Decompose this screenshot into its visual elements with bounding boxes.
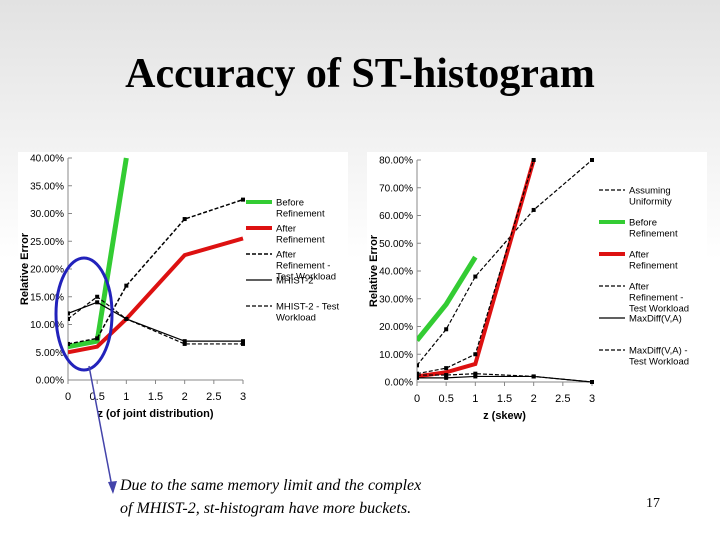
series-point xyxy=(417,375,419,380)
x-tick-label: 1.5 xyxy=(497,393,512,405)
series-point xyxy=(473,274,478,279)
x-tick-label: 1.5 xyxy=(148,391,163,403)
series-point xyxy=(590,158,594,162)
y-tick-label: 15.00% xyxy=(30,292,64,303)
slide-caption: Due to the same memory limit and the com… xyxy=(120,474,540,520)
series-point xyxy=(473,374,478,379)
series-point xyxy=(68,341,70,346)
legend-label-mhist-2-test-workload: MHIST-2 - Test Workload xyxy=(276,302,340,324)
chart-skew: 0.00% 10.00% 20.00% 30.00% 40.00% 50.00% 60.00… xyxy=(368,156,689,423)
series-line-after-refinement-test-workload xyxy=(68,198,244,345)
chart-panel-right: 0.00% 10.00% 20.00% 30.00% 40.00% 50.00% 60.00… xyxy=(367,152,707,424)
caption-line-2: of MHIST-2, st-histogram have more bucke… xyxy=(120,500,412,517)
annotation-arrow-head xyxy=(108,481,117,494)
series-point xyxy=(444,327,449,332)
series-point xyxy=(531,374,536,379)
legend-label-assuming-uniformity: Assuming Uniformity xyxy=(629,186,672,208)
series-point xyxy=(417,363,419,368)
legend-label-after-refinement: After Refinement xyxy=(276,224,325,246)
x-tick-label: 2.5 xyxy=(555,393,570,405)
chart-panel-left: 0.00% 5.00% 10.00% 15.00% 20.00% 25.00% 30.00%… xyxy=(18,152,348,430)
y-tick-label: 0.00% xyxy=(36,376,64,387)
series-line-after-refinement-test-workload xyxy=(417,159,535,375)
series-point xyxy=(68,311,70,316)
y-tick-label: 40.00% xyxy=(30,154,64,165)
series-point xyxy=(444,366,449,371)
series-line-before-refinement xyxy=(417,255,478,342)
series-point xyxy=(68,316,70,321)
y-tick-label: 5.00% xyxy=(36,348,64,359)
series-point xyxy=(417,373,419,378)
y-tick-label: 30.00% xyxy=(30,209,64,220)
y-tick-label: 50.00% xyxy=(379,239,413,250)
chart-joint-distribution: 0.00% 5.00% 10.00% 15.00% 20.00% 25.00% 30.00%… xyxy=(19,154,340,421)
x-tick-label: 3 xyxy=(240,391,246,403)
series-point xyxy=(590,380,594,384)
series-point xyxy=(531,207,536,212)
x-tick-label: 2.5 xyxy=(206,391,221,403)
series-line-assuming-uniformity xyxy=(417,159,593,366)
legend-label-before-refinement: Before Refinement xyxy=(276,198,325,220)
series-point xyxy=(531,158,536,162)
series-line-before-refinement xyxy=(68,157,129,350)
series-point xyxy=(124,316,129,321)
x-tick-label: 0.5 xyxy=(90,391,105,403)
y-tick-label: 0.00% xyxy=(385,378,413,389)
y-tick-label: 10.00% xyxy=(30,320,64,331)
legend-label-after-refinement-test-workload: After Refinement -Test Workload xyxy=(629,282,689,315)
legend-label-mhist-2: MHIST-2 xyxy=(276,276,313,287)
plot-area xyxy=(68,157,245,355)
y-tick-label: 20.00% xyxy=(30,265,64,276)
y-axis-label: Relative Error xyxy=(368,234,380,307)
legend-label-after-refinement: After Refinement xyxy=(629,250,678,272)
y-tick-label: 30.00% xyxy=(379,294,413,305)
series-point xyxy=(95,336,100,341)
y-tick-label: 25.00% xyxy=(30,237,64,248)
plot-area xyxy=(417,158,594,384)
series-point xyxy=(124,283,129,288)
x-tick-label: 3 xyxy=(589,393,595,405)
x-tick-label: 1 xyxy=(123,391,129,403)
x-tick-label: 0 xyxy=(65,391,71,403)
slide-title: Accuracy of ST-histogram xyxy=(125,51,595,97)
x-axis-label: z (of joint distribution) xyxy=(97,408,213,420)
y-tick-label: 20.00% xyxy=(379,322,413,333)
y-tick-label: 35.00% xyxy=(30,181,64,192)
legend-label-after-refinement-test-workload: After Refinement -Test Workload xyxy=(276,250,336,283)
highlight-ellipse xyxy=(54,256,114,372)
y-tick-label: 10.00% xyxy=(379,350,413,361)
x-axis-label: z (skew) xyxy=(483,410,526,422)
x-tick-label: 0 xyxy=(414,393,420,405)
page-number: 17 xyxy=(646,496,660,511)
series-point xyxy=(95,300,100,305)
series-point xyxy=(241,341,245,346)
y-tick-label: 80.00% xyxy=(379,156,413,167)
x-tick-label: 1 xyxy=(472,393,478,405)
y-tick-label: 40.00% xyxy=(379,267,413,278)
caption-line-1: Due to the same memory limit and the com… xyxy=(120,477,422,494)
legend-label-maxdiff-v-a: MaxDiff(V,A) xyxy=(629,314,682,325)
x-tick-label: 0.5 xyxy=(439,393,454,405)
y-tick-label: 70.00% xyxy=(379,183,413,194)
series-point xyxy=(241,197,245,202)
series-point xyxy=(444,375,449,380)
legend-label-maxdiff-v-a-test-workload: MaxDiff(V,A) -Test Workload xyxy=(629,346,689,368)
series-line-maxdiff-v-a-test-workload xyxy=(417,373,593,383)
series-point xyxy=(182,341,187,346)
y-axis-label: Relative Error xyxy=(19,232,31,305)
legend-label-before-refinement: Before Refinement xyxy=(629,218,678,240)
series-point xyxy=(182,217,187,222)
series-line-after-refinement xyxy=(417,159,536,379)
x-tick-label: 2 xyxy=(182,391,188,403)
series-point xyxy=(182,339,187,344)
series-point xyxy=(473,352,478,357)
series-point xyxy=(95,294,100,299)
annotation-arrow-line xyxy=(88,365,114,493)
series-point xyxy=(241,339,245,344)
y-tick-label: 60.00% xyxy=(379,211,413,222)
series-point xyxy=(444,373,449,378)
x-tick-label: 2 xyxy=(531,393,537,405)
series-point xyxy=(473,371,478,376)
